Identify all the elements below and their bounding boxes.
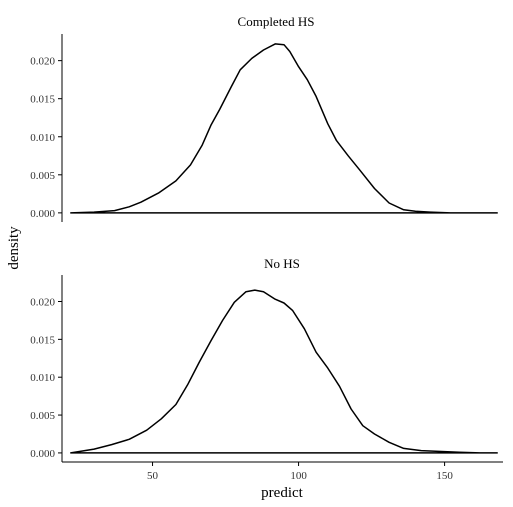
- panel-title-completed-hs: Completed HS: [238, 14, 315, 29]
- x-tick-label: 150: [436, 470, 453, 482]
- panel-title-no-hs: No HS: [264, 256, 300, 271]
- y-ticks: 0.000 0.005 0.010 0.015 0.020: [30, 56, 62, 220]
- density-curve-completed-hs: [70, 43, 498, 214]
- panel-no-hs: No HS 0.000 0.005 0.010 0.015 0.020: [30, 256, 498, 462]
- y-tick-label: 0.020: [30, 296, 55, 308]
- y-tick-label: 0.000: [30, 448, 55, 460]
- y-tick-label: 0.010: [30, 372, 55, 384]
- x-tick-label: 100: [290, 470, 307, 482]
- y-tick-label: 0.015: [30, 94, 55, 106]
- y-tick-label: 0.005: [30, 170, 55, 182]
- y-axis-title: density: [6, 226, 22, 270]
- x-ticks: 50 100 150: [147, 462, 453, 482]
- x-axis-title: predict: [261, 485, 303, 501]
- y-tick-label: 0.015: [30, 334, 55, 346]
- y-tick-label: 0.005: [30, 410, 55, 422]
- y-tick-label: 0.020: [30, 56, 55, 68]
- y-tick-label: 0.010: [30, 132, 55, 144]
- panel-completed-hs: Completed HS 0.000 0.005 0.010 0.015 0.020: [30, 14, 498, 222]
- x-tick-label: 50: [147, 470, 159, 482]
- y-ticks: 0.000 0.005 0.010 0.015 0.020: [30, 296, 62, 460]
- y-tick-label: 0.000: [30, 208, 55, 220]
- density-curve-no-hs: [70, 289, 498, 454]
